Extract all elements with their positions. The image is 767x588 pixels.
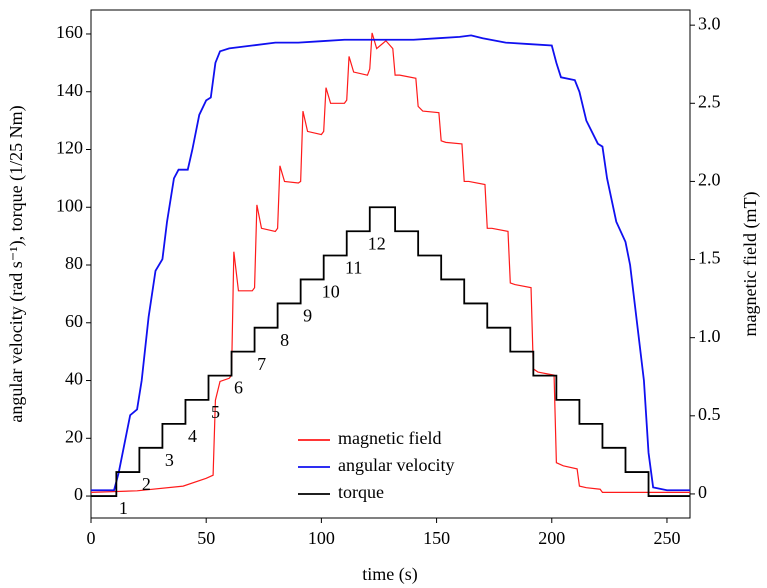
step-label: 5	[211, 402, 220, 422]
step-label: 10	[322, 282, 340, 302]
step-label: 12	[368, 233, 386, 253]
x-tick-label: 250	[653, 528, 680, 548]
y-axis-label: angular velocity (rad s⁻¹), torque (1/25…	[6, 105, 27, 422]
y2-tick-label: 0	[698, 482, 707, 502]
y-tick-label: 160	[56, 22, 83, 42]
y2-tick-label: 0.5	[698, 404, 721, 424]
series-line	[91, 34, 690, 492]
step-label: 4	[188, 426, 197, 446]
x-tick-label: 100	[308, 528, 335, 548]
step-label: 6	[234, 378, 243, 398]
y-tick-label: 100	[56, 195, 83, 215]
x-tick-label: 50	[197, 528, 215, 548]
y2-tick-label: 3.0	[698, 13, 721, 33]
plot-frame	[90, 9, 691, 519]
y-tick-label: 80	[65, 253, 83, 273]
legend-label: torque	[338, 482, 384, 502]
y2-tick-label: 1.5	[698, 248, 721, 268]
step-label: 9	[303, 306, 312, 326]
y2-tick-label: 2.0	[698, 170, 721, 190]
y2-tick-label: 1.0	[698, 326, 721, 346]
x-tick-label: 150	[423, 528, 450, 548]
legend-label: magnetic field	[338, 428, 441, 448]
step-label: 7	[257, 354, 266, 374]
y2-tick-label: 2.5	[698, 91, 721, 111]
legend-label: angular velocity	[338, 455, 454, 475]
x-axis-label: time (s)	[362, 564, 418, 585]
y-tick-label: 140	[56, 80, 83, 100]
y-tick-label: 60	[65, 311, 83, 331]
step-label: 2	[142, 474, 151, 494]
step-label: 8	[280, 330, 289, 350]
step-label: 11	[345, 258, 362, 278]
step-label: 3	[165, 450, 174, 470]
step-label: 1	[119, 498, 128, 518]
x-tick-label: 0	[87, 528, 96, 548]
x-tick-label: 200	[538, 528, 565, 548]
y-tick-label: 120	[56, 138, 83, 158]
y-tick-label: 40	[65, 369, 83, 389]
y-tick-label: 20	[65, 426, 83, 446]
y-tick-label: 0	[74, 484, 83, 504]
series-line	[91, 206, 690, 497]
y2-axis-label: magnetic field (mT)	[740, 192, 761, 337]
